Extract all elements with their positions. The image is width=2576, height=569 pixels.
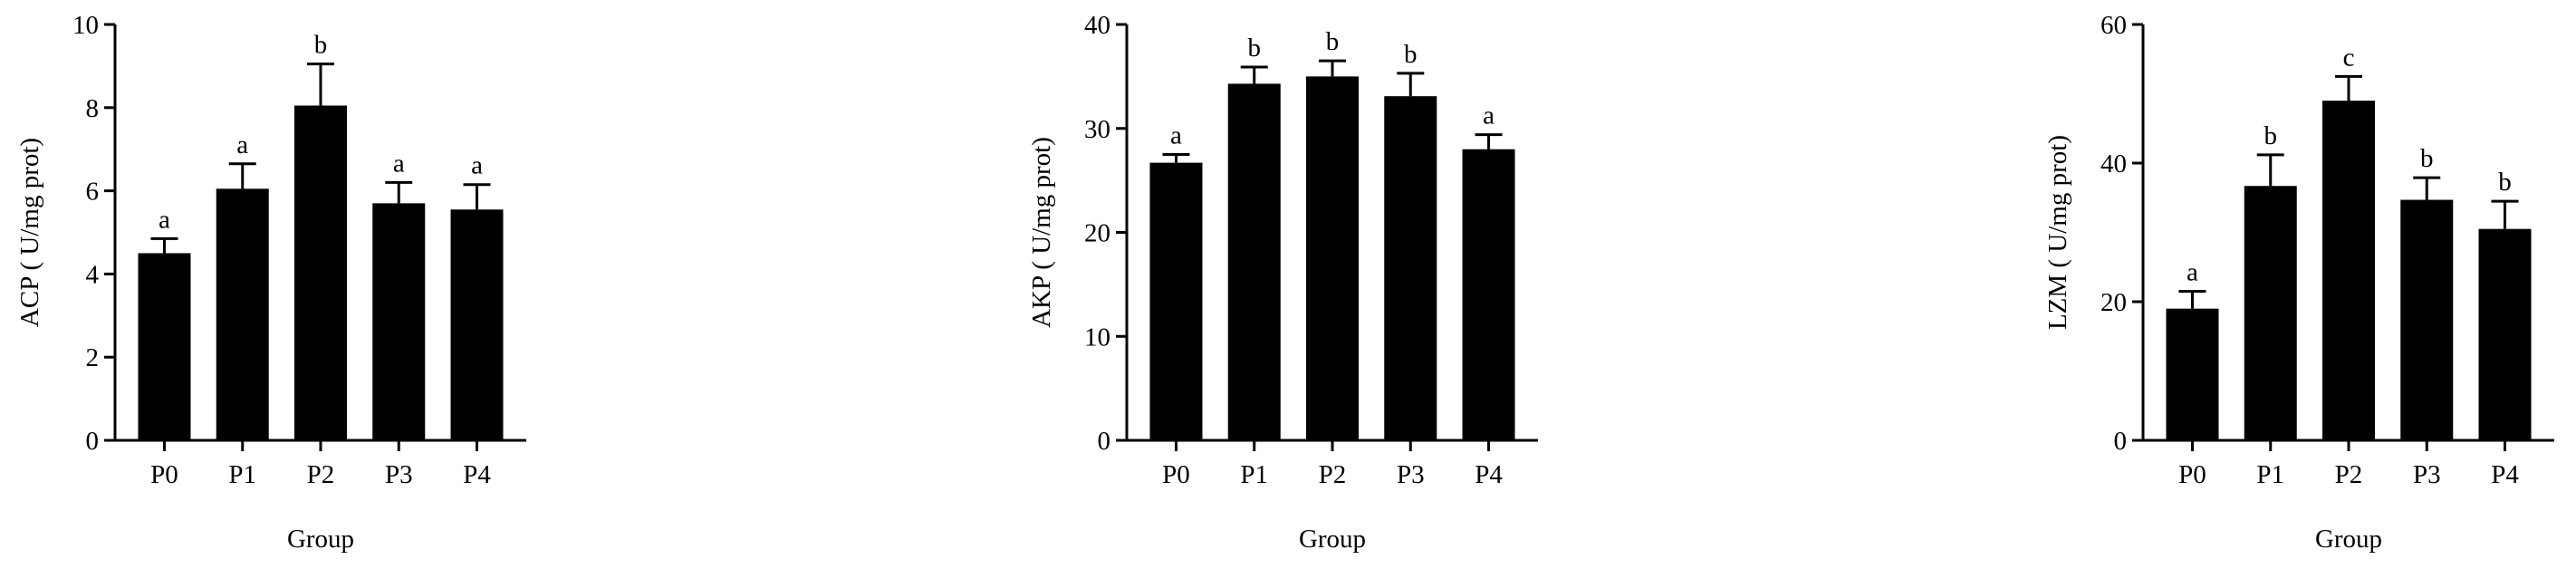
error-bar — [307, 63, 334, 106]
significance-letter: a — [471, 151, 483, 180]
x-axis-label: Group — [2315, 525, 2382, 554]
error-bar — [1162, 152, 1190, 163]
significance-letter: a — [236, 130, 248, 159]
error-bar — [2256, 153, 2284, 187]
error-bar — [228, 162, 256, 189]
x-tick-label: P3 — [385, 460, 413, 489]
bar — [216, 188, 269, 440]
x-tick-label: P2 — [307, 460, 335, 489]
x-axis-label: Group — [1299, 525, 1366, 554]
significance-letter: b — [1404, 40, 1418, 69]
y-tick-label: 30 — [1084, 115, 1110, 144]
significance-letter: b — [2420, 144, 2434, 173]
significance-letter: b — [2498, 168, 2512, 197]
y-axis-label: LZM ( U/mg prot) — [2043, 135, 2072, 330]
bar — [1227, 83, 1281, 440]
bar — [2400, 199, 2454, 441]
y-axis-label: AKP ( U/mg prot) — [1027, 137, 1056, 328]
bar — [2244, 186, 2297, 440]
bar — [450, 209, 504, 440]
y-tick-label: 40 — [1084, 11, 1110, 40]
x-tick-label: P0 — [150, 460, 178, 489]
significance-letter: b — [1247, 34, 1261, 63]
significance-letter: a — [1170, 121, 1182, 149]
bar — [2166, 308, 2219, 440]
y-tick-label: 8 — [86, 94, 100, 123]
bar — [1462, 149, 1515, 440]
x-tick-label: P3 — [1397, 460, 1425, 489]
x-tick-label: P2 — [2335, 460, 2363, 489]
y-tick-label: 10 — [72, 11, 99, 40]
error-bar — [1475, 133, 1503, 149]
y-tick-label: 40 — [2100, 149, 2127, 178]
x-axis-label: Group — [287, 525, 354, 554]
bar — [1306, 76, 1359, 440]
y-tick-label: 0 — [2114, 427, 2128, 456]
x-tick-label: P3 — [2413, 460, 2441, 489]
y-tick-label: 6 — [86, 178, 100, 207]
error-bar — [385, 180, 413, 204]
significance-letter: a — [2187, 258, 2198, 287]
y-tick-label: 2 — [86, 343, 100, 372]
error-bar — [1397, 72, 1425, 97]
significance-letter: b — [314, 31, 328, 60]
y-tick-label: 20 — [1084, 219, 1110, 248]
y-axis-label: ACP ( U/mg prot) — [15, 138, 44, 327]
x-tick-label: P4 — [463, 460, 491, 489]
y-tick-label: 0 — [86, 427, 100, 456]
bar — [138, 253, 191, 440]
significance-letter: c — [2343, 43, 2355, 72]
bar — [2478, 228, 2532, 440]
error-bar — [2491, 199, 2519, 229]
error-bar — [2335, 74, 2362, 101]
y-tick-label: 4 — [86, 260, 100, 289]
bar — [294, 105, 347, 440]
y-tick-label: 60 — [2100, 11, 2127, 40]
error-bar — [1240, 65, 1268, 84]
x-tick-label: P2 — [1319, 460, 1347, 489]
error-bar — [2413, 176, 2441, 200]
bar — [2322, 101, 2375, 441]
error-bar — [2178, 290, 2206, 309]
x-tick-label: P0 — [2178, 460, 2206, 489]
significance-letter: a — [393, 149, 405, 178]
bar — [372, 203, 426, 440]
bar — [1149, 162, 1203, 440]
y-tick-label: 20 — [2100, 288, 2127, 317]
x-tick-label: P1 — [228, 460, 256, 489]
significance-letter: b — [1326, 27, 1340, 56]
y-tick-label: 0 — [1098, 427, 1111, 456]
significance-letter: a — [1483, 101, 1495, 130]
y-tick-label: 10 — [1084, 323, 1110, 352]
x-tick-label: P0 — [1162, 460, 1190, 489]
x-tick-label: P1 — [1240, 460, 1268, 489]
error-bar — [1319, 59, 1346, 77]
bar — [1384, 96, 1437, 441]
x-tick-label: P4 — [2491, 460, 2519, 489]
error-bar — [150, 236, 178, 254]
significance-letter: b — [2264, 121, 2277, 150]
significance-letter: a — [159, 205, 170, 234]
x-tick-label: P4 — [1475, 460, 1503, 489]
x-tick-label: P1 — [2256, 460, 2284, 489]
error-bar — [463, 183, 491, 210]
